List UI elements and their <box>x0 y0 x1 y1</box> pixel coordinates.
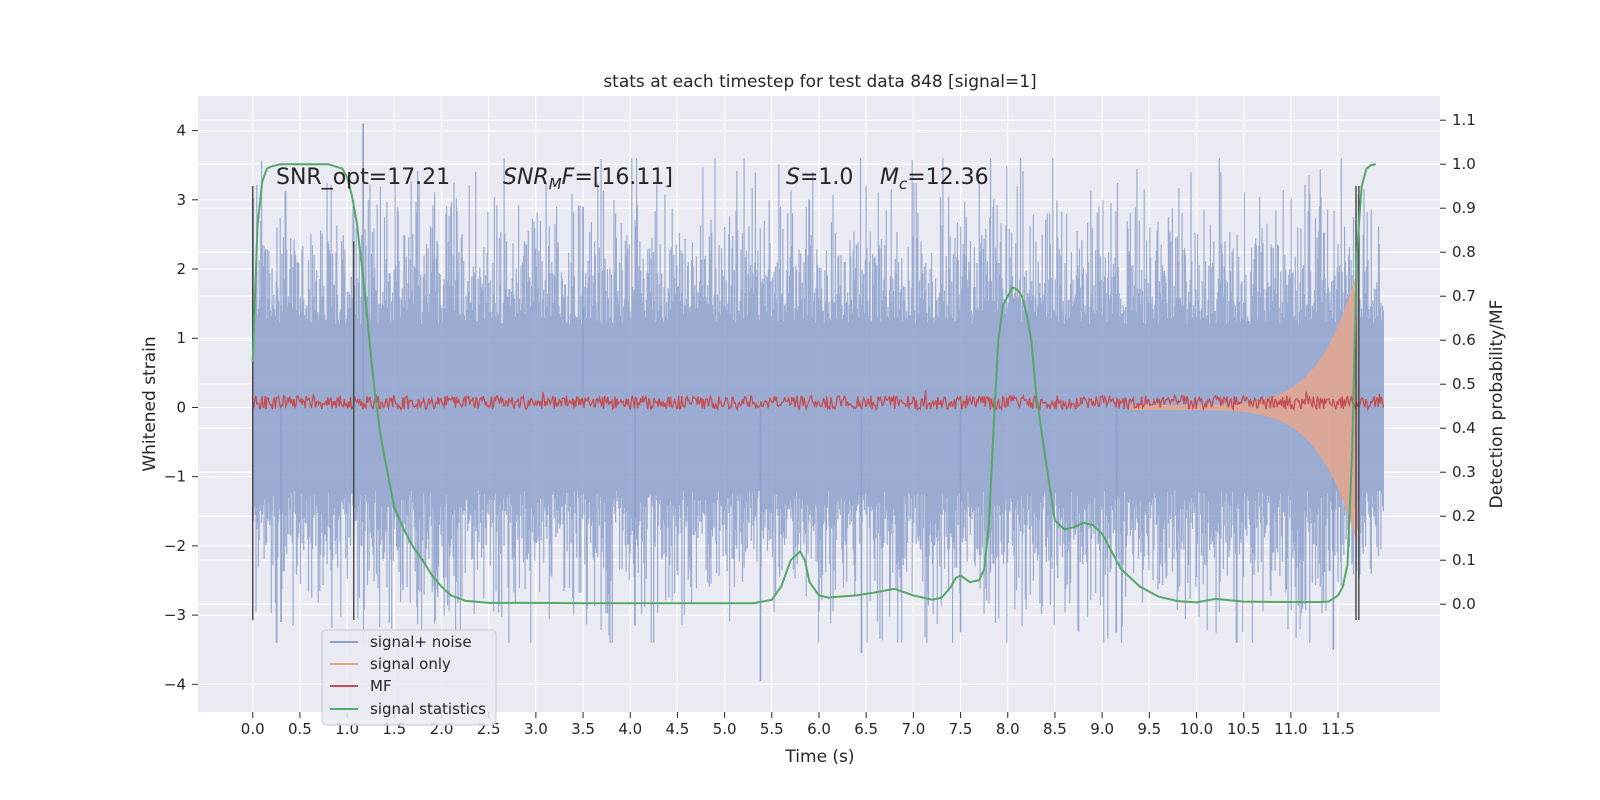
y2-axis-title: Detection probability/MF <box>1487 300 1507 509</box>
legend-label-signal-statistics: signal statistics <box>370 700 486 718</box>
annotation-snr-opt: SNR_opt=17.21 <box>276 165 450 190</box>
y2-tick-label: 0.7 <box>1452 287 1476 305</box>
series-mf <box>252 390 1385 412</box>
x-tick-label: 11.5 <box>1321 720 1354 738</box>
annotation-snr-mf-symbol: SNR <box>503 165 549 190</box>
y2-tick-label: 1.0 <box>1452 155 1476 173</box>
annotation-mc-subscript: c <box>899 175 908 193</box>
y2-tick-label: 0.1 <box>1452 551 1476 569</box>
signal-statistics-line <box>251 163 1376 605</box>
y2-tick-label: 0.0 <box>1452 595 1476 613</box>
y-tick-label: −4 <box>164 675 186 693</box>
y-tick-label: −1 <box>164 468 186 486</box>
x-tick-label: 11.0 <box>1274 720 1307 738</box>
x-tick-label: 3.0 <box>524 720 548 738</box>
legend: signal+ noise signal only MF signal stat… <box>321 629 497 726</box>
y-tick-label: 3 <box>176 191 186 209</box>
y2-tick-label: 1.1 <box>1452 111 1476 129</box>
legend-box <box>321 629 497 726</box>
x-tick-label: 9.5 <box>1137 720 1161 738</box>
x-tick-label: 5.0 <box>713 720 737 738</box>
x-tick-label: 4.5 <box>666 720 690 738</box>
annotation-snr-mf-f: F <box>562 165 575 190</box>
y-tick-label: −3 <box>164 606 186 624</box>
legend-label-mf: MF <box>370 677 392 695</box>
x-tick-label: 0.0 <box>241 720 265 738</box>
y2-tick-label: 0.5 <box>1452 375 1476 393</box>
chart-title: stats at each timestep for test data 848… <box>603 72 1036 92</box>
x-tick-label: 10.0 <box>1180 720 1213 738</box>
y-tick-label: −2 <box>164 537 186 555</box>
annotation-snr-mf-value: =[16.11] <box>574 165 673 190</box>
annotation-mc-symbol: M <box>880 165 899 190</box>
annotation-snr-mf: SNRMF=[16.11] <box>503 165 673 193</box>
y-axis-title: Whitened strain <box>140 336 160 471</box>
y2-tick-label: 0.4 <box>1452 419 1476 437</box>
y2-tick-label: 0.8 <box>1452 243 1476 261</box>
y-tick-label: 1 <box>176 329 186 347</box>
y2-tick-label: 0.6 <box>1452 331 1476 349</box>
x-tick-label: 5.5 <box>760 720 784 738</box>
x-tick-label: 0.5 <box>288 720 312 738</box>
mf-line <box>252 390 1385 412</box>
x-tick-label: 9.0 <box>1090 720 1114 738</box>
legend-label-signal-noise: signal+ noise <box>370 633 472 651</box>
x-tick-label: 6.0 <box>807 720 831 738</box>
annotation-s-value: =1.0 <box>800 165 853 190</box>
x-tick-label: 10.5 <box>1227 720 1260 738</box>
annotation-mc: Mc=12.36 <box>880 165 989 193</box>
y-tick-label: 0 <box>176 398 186 416</box>
annotation-s-symbol: S <box>786 165 800 190</box>
x-tick-label: 6.5 <box>854 720 878 738</box>
series-signal-statistics <box>251 163 1376 605</box>
annotation-snr-mf-subscript: M <box>549 175 562 193</box>
y2-tick-label: 0.9 <box>1452 199 1476 217</box>
y-tick-label: 2 <box>176 260 186 278</box>
x-tick-label: 7.5 <box>949 720 973 738</box>
x-tick-label: 3.5 <box>571 720 595 738</box>
annotation-mc-value: =12.36 <box>907 165 988 190</box>
y-tick-label: 4 <box>176 122 186 140</box>
annotation-s: S=1.0 <box>786 165 853 190</box>
x-tick-label: 8.0 <box>996 720 1020 738</box>
x-tick-label: 4.0 <box>618 720 642 738</box>
y2-tick-label: 0.2 <box>1452 507 1476 525</box>
legend-label-signal-only: signal only <box>370 655 451 673</box>
y2-tick-label: 0.3 <box>1452 463 1476 481</box>
x-tick-label: 8.5 <box>1043 720 1067 738</box>
x-tick-label: 7.0 <box>901 720 925 738</box>
x-axis-title: Time (s) <box>784 747 854 767</box>
